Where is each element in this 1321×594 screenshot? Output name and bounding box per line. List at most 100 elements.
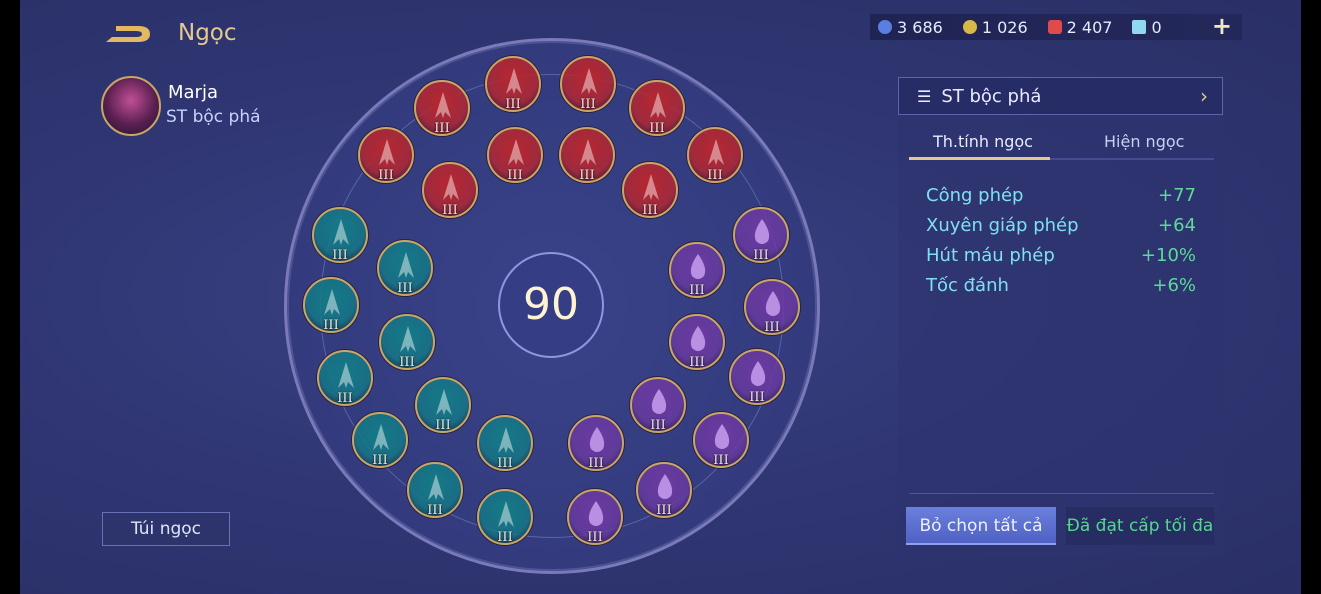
rune-level-label: III	[689, 283, 705, 298]
page-title: Ngọc	[178, 20, 237, 46]
rune-slot-red[interactable]: III	[485, 56, 541, 112]
add-currency-button[interactable]: +	[1211, 12, 1232, 40]
rune-purple-icon	[714, 424, 730, 449]
rune-level-label: III	[764, 320, 780, 335]
stat-row: Tốc đánh +6%	[926, 275, 1196, 296]
rune-slot-purple[interactable]: III	[744, 279, 800, 335]
rune-red-icon	[650, 92, 666, 118]
rune-level-label: III	[434, 121, 450, 136]
hero-avatar[interactable]	[101, 76, 161, 136]
rune-purple-icon	[589, 427, 605, 452]
rune-slot-teal[interactable]: III	[377, 240, 433, 296]
rune-purple-icon	[765, 291, 781, 316]
rune-teal-icon	[436, 389, 452, 415]
rune-slot-teal[interactable]: III	[415, 377, 471, 433]
rune-level-label: III	[372, 453, 388, 468]
red-gem-icon	[1047, 20, 1062, 34]
rune-slot-teal[interactable]: III	[379, 314, 435, 370]
rune-slot-purple[interactable]: III	[630, 377, 686, 433]
max-level-status: Đã đạt cấp tối đa	[1066, 507, 1214, 545]
rune-red-icon	[435, 92, 451, 118]
preset-name: ST bộc phá	[941, 85, 1042, 107]
rune-slot-purple[interactable]: III	[669, 314, 725, 370]
rune-red-icon	[580, 139, 596, 165]
rune-slot-teal[interactable]: III	[407, 462, 463, 518]
rune-teal-icon	[498, 501, 514, 527]
rune-slot-teal[interactable]: III	[312, 207, 368, 263]
rune-slot-purple[interactable]: III	[669, 242, 725, 298]
rune-teal-icon	[333, 219, 349, 245]
rune-bag-button[interactable]: Túi ngọc	[102, 512, 230, 546]
rune-purple-icon	[690, 254, 706, 279]
rune-slot-red[interactable]: III	[687, 127, 743, 183]
stat-value: +10%	[1140, 245, 1196, 266]
currency-blue: 3 686	[878, 18, 943, 37]
rune-level-label: III	[649, 121, 665, 136]
rune-purple-icon	[651, 389, 667, 414]
rune-slot-teal[interactable]: III	[477, 415, 533, 471]
rune-teal-icon	[398, 252, 414, 278]
rune-teal-icon	[338, 362, 354, 388]
rune-red-icon	[708, 139, 724, 165]
rune-slot-red[interactable]: III	[560, 56, 616, 112]
divider	[909, 493, 1214, 494]
stat-value: +77	[1158, 185, 1196, 206]
rune-slot-teal[interactable]: III	[303, 277, 359, 333]
back-icon[interactable]	[102, 22, 154, 46]
rune-slot-purple[interactable]: III	[729, 349, 785, 405]
rune-red-icon	[643, 174, 659, 200]
tab-rune-stats[interactable]: Th.tính ngọc	[933, 132, 1033, 151]
rune-level-label: III	[378, 168, 394, 183]
rune-screen: Ngọc Marja ST bộc phá Túi ngọc 3 686 1 0…	[20, 0, 1301, 594]
stat-row: Công phép +77	[926, 185, 1196, 206]
rune-teal-icon	[324, 289, 340, 315]
stat-row: Xuyên giáp phép +64	[926, 215, 1196, 236]
rune-slot-purple[interactable]: III	[636, 462, 692, 518]
currency-value: 3 686	[897, 17, 943, 37]
rune-level-label: III	[497, 530, 513, 545]
rune-red-icon	[581, 68, 597, 94]
tab-show-runes[interactable]: Hiện ngọc	[1104, 132, 1185, 151]
currency-value: 1 026	[981, 17, 1028, 37]
currency-gold: 1 026	[962, 17, 1028, 37]
rune-slot-red[interactable]: III	[622, 162, 678, 218]
rune-slot-purple[interactable]: III	[568, 415, 624, 471]
rune-teal-icon	[400, 326, 416, 352]
rune-level-label: III	[587, 530, 603, 545]
preset-selector[interactable]: ☰ ST bộc phá ›	[898, 77, 1223, 115]
rune-level-label: III	[442, 203, 458, 218]
rune-slot-red[interactable]: III	[487, 127, 543, 183]
stat-row: Hút máu phép +10%	[926, 245, 1196, 266]
rune-level-label: III	[656, 503, 672, 518]
rune-level-label: III	[642, 203, 658, 218]
rune-slot-red[interactable]: III	[358, 127, 414, 183]
currency-value: 2 407	[1066, 17, 1113, 37]
stat-name: Hút máu phép	[926, 245, 1055, 266]
tab-active-indicator	[909, 157, 1050, 160]
rune-slot-purple[interactable]: III	[693, 412, 749, 468]
rune-slot-red[interactable]: III	[422, 162, 478, 218]
rune-slot-teal[interactable]: III	[477, 489, 533, 545]
stat-name: Xuyên giáp phép	[926, 215, 1079, 236]
rune-level-label: III	[579, 168, 595, 183]
rune-slot-red[interactable]: III	[629, 80, 685, 136]
rune-level-label: III	[332, 248, 348, 263]
rune-red-icon	[443, 174, 459, 200]
rune-purple-icon	[588, 501, 604, 526]
rune-level-label: III	[505, 97, 521, 112]
deselect-all-button[interactable]: Bỏ chọn tất cả	[906, 507, 1056, 545]
rune-teal-icon	[498, 427, 514, 453]
rune-slot-teal[interactable]: III	[352, 412, 408, 468]
rune-level-label: III	[713, 453, 729, 468]
rune-level-label: III	[497, 456, 513, 471]
rune-slot-purple[interactable]: III	[567, 489, 623, 545]
rune-level-label: III	[435, 418, 451, 433]
rune-slot-purple[interactable]: III	[733, 207, 789, 263]
rune-red-icon	[508, 139, 524, 165]
rune-slot-red[interactable]: III	[559, 127, 615, 183]
rune-slot-red[interactable]: III	[414, 80, 470, 136]
rune-level-label: III	[689, 355, 705, 370]
stat-value: +64	[1158, 215, 1196, 236]
rune-level-label: III	[749, 390, 765, 405]
rune-slot-teal[interactable]: III	[317, 350, 373, 406]
